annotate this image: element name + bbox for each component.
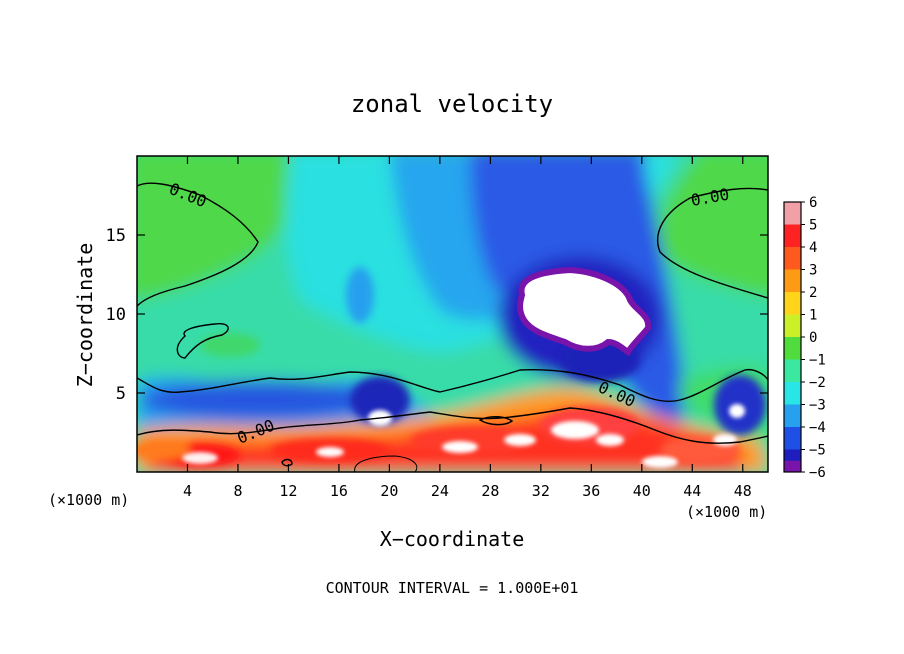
colorbar-label: 2 xyxy=(809,285,817,301)
x-tick-label: 36 xyxy=(582,482,600,500)
colorbar-label: −1 xyxy=(809,353,826,369)
y-tick-label: 15 xyxy=(106,226,126,246)
colorbar-swatch xyxy=(784,427,801,450)
colorbar-label: 0 xyxy=(809,330,817,346)
colorbar-label: −4 xyxy=(809,420,826,436)
colorbar-label: 5 xyxy=(809,218,817,234)
colorbar-swatch xyxy=(784,292,801,315)
y-axis-label: Z−coordinate xyxy=(73,243,97,388)
colorbar-swatch xyxy=(784,337,801,360)
x-tick-label: 48 xyxy=(734,482,752,500)
x-axis-label: X−coordinate xyxy=(380,527,525,551)
colorbar-swatch xyxy=(784,224,801,248)
colorbar-swatch xyxy=(784,314,801,338)
colorbar-label: −6 xyxy=(809,465,826,481)
y-tick-label: 10 xyxy=(106,305,126,325)
colorbar-swatch xyxy=(784,404,801,428)
chart-title: zonal velocity xyxy=(351,90,553,118)
contour-lines xyxy=(137,182,768,472)
colorbar-swatch xyxy=(784,382,801,405)
colorbar-swatch xyxy=(784,269,801,293)
field-highs xyxy=(182,404,745,468)
x-tick-label: 44 xyxy=(683,482,701,500)
plot-field xyxy=(137,156,768,472)
x-tick-label: 24 xyxy=(431,482,449,500)
x-axis-unit-right: (×1000 m) xyxy=(686,503,767,521)
colorbar-swatch-end xyxy=(784,460,801,472)
colorbar-label: −3 xyxy=(809,398,826,414)
x-tick-label: 8 xyxy=(233,482,242,500)
x-axis-ticks: 4 8 12 16 20 24 28 32 36 40 44 48 xyxy=(183,156,752,500)
x-axis-unit-left: (×1000 m) xyxy=(48,491,129,509)
colorbar: 6 5 4 3 2 1 0 −1 −2 −3 −4 −5 −6 xyxy=(783,195,826,481)
x-tick-label: 12 xyxy=(279,482,297,500)
x-tick-label: 40 xyxy=(633,482,651,500)
colorbar-label: −5 xyxy=(809,443,826,459)
colorbar-label: 4 xyxy=(809,240,817,256)
x-tick-label: 20 xyxy=(380,482,398,500)
y-axis-ticks: 5 10 15 xyxy=(106,226,768,404)
x-tick-label: 16 xyxy=(330,482,348,500)
field-white-core xyxy=(517,266,652,357)
y-tick-label: 5 xyxy=(116,384,126,404)
x-tick-label: 4 xyxy=(183,482,192,500)
colorbar-swatch xyxy=(784,359,801,383)
x-tick-label: 32 xyxy=(532,482,550,500)
colorbar-label: 3 xyxy=(809,263,817,279)
x-tick-label: 28 xyxy=(481,482,499,500)
colorbar-swatch xyxy=(784,247,801,270)
colorbar-label: 6 xyxy=(809,195,817,211)
colorbar-swatch xyxy=(784,202,801,225)
colorbar-label: −2 xyxy=(809,375,826,391)
footer-contour-interval: CONTOUR INTERVAL = 1.000E+01 xyxy=(326,579,579,597)
colorbar-label: 1 xyxy=(809,308,817,324)
